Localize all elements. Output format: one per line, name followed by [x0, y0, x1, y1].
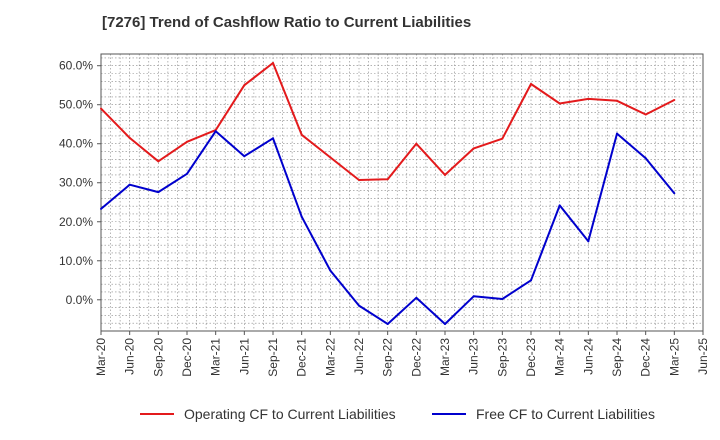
- data-point: [444, 173, 446, 176]
- x-tick-label: Sep-21: [266, 338, 280, 377]
- x-tick-label: Dec-21: [295, 338, 309, 377]
- x-tick-label: Dec-24: [639, 338, 653, 377]
- data-point: [243, 84, 246, 87]
- legend-item-free-cf: Free CF to Current Liabilities: [432, 404, 655, 424]
- data-point: [100, 107, 102, 110]
- grid: [100, 54, 703, 332]
- data-point: [300, 133, 303, 136]
- data-point: [272, 137, 274, 140]
- plot-area: [100, 53, 704, 332]
- y-tick-label: 10.0%: [59, 254, 93, 268]
- data-point: [157, 160, 160, 163]
- x-tick-label: Sep-20: [151, 338, 165, 377]
- x-tick-label: Sep-23: [495, 338, 509, 377]
- data-point: [186, 140, 188, 143]
- y-tick-label: 30.0%: [59, 176, 93, 190]
- data-point: [272, 61, 274, 64]
- y-tick-label: 20.0%: [59, 215, 93, 229]
- x-tick-label: Jun-24: [581, 338, 595, 375]
- y-axis: 0.0% 10.0% 20.0% 30.0% 40.0% 50.0% 60.0%: [59, 59, 101, 307]
- x-tick-label: Sep-24: [610, 338, 624, 377]
- x-tick-label: Mar-20: [94, 338, 108, 376]
- x-tick-label: Mar-21: [209, 338, 223, 376]
- x-tick-label: Sep-22: [381, 338, 395, 377]
- chart-title: [7276] Trend of Cashflow Ratio to Curren…: [102, 14, 472, 31]
- y-tick-label: 60.0%: [59, 59, 93, 73]
- data-point: [415, 142, 418, 145]
- data-point: [501, 298, 504, 301]
- x-tick-label: Jun-22: [352, 338, 366, 375]
- data-point: [558, 102, 561, 105]
- x-tick-label: Dec-23: [524, 338, 538, 377]
- data-point: [472, 295, 475, 298]
- data-point: [186, 172, 188, 175]
- data-point: [386, 322, 389, 325]
- x-tick-label: Dec-20: [180, 338, 194, 377]
- x-tick-label: Mar-25: [667, 338, 681, 376]
- data-point: [644, 157, 647, 160]
- x-tick-label: Jun-21: [237, 338, 251, 375]
- legend-label-operating-cf: Operating CF to Current Liabilities: [184, 406, 396, 422]
- x-tick-label: Jun-25: [696, 338, 710, 375]
- x-tick-label: Mar-23: [438, 338, 452, 376]
- legend-swatch-operating-cf: [140, 413, 174, 415]
- x-axis: Mar-20 Jun-20 Sep-20 Dec-20 Mar-21 Jun-21 Sep-…: [94, 331, 710, 377]
- data-point: [616, 99, 618, 102]
- data-point: [128, 183, 131, 186]
- data-point: [673, 192, 676, 195]
- y-tick-label: 0.0%: [66, 293, 94, 307]
- data-point: [444, 322, 446, 325]
- data-point: [644, 113, 647, 116]
- data-point: [530, 279, 532, 282]
- y-tick-label: 40.0%: [59, 137, 93, 151]
- data-point: [386, 178, 389, 181]
- data-point: [100, 207, 102, 210]
- x-tick-label: Mar-22: [323, 338, 337, 376]
- y-tick-label: 50.0%: [59, 98, 93, 112]
- x-tick-label: Jun-23: [467, 338, 481, 375]
- data-point: [501, 137, 504, 140]
- data-point: [329, 156, 332, 159]
- data-point: [673, 99, 676, 102]
- data-point: [243, 155, 246, 158]
- data-point: [415, 296, 418, 299]
- data-point: [300, 215, 303, 218]
- x-tick-label: Jun-20: [123, 338, 137, 375]
- x-tick-label: Mar-24: [553, 338, 567, 376]
- data-point: [214, 130, 217, 133]
- data-point: [587, 97, 590, 100]
- legend-item-operating-cf: Operating CF to Current Liabilities: [140, 404, 396, 424]
- data-point: [530, 83, 532, 86]
- data-point: [157, 191, 160, 194]
- legend-swatch-free-cf: [432, 413, 466, 415]
- data-point: [558, 204, 561, 207]
- data-point: [128, 136, 131, 139]
- data-point: [329, 269, 332, 272]
- legend-label-free-cf: Free CF to Current Liabilities: [476, 406, 655, 422]
- data-point: [358, 304, 360, 307]
- x-tick-label: Dec-22: [409, 338, 423, 377]
- data-point: [472, 147, 475, 150]
- series-lines: [100, 61, 676, 325]
- data-point: [616, 132, 618, 135]
- data-point: [587, 240, 590, 243]
- data-point: [358, 179, 360, 182]
